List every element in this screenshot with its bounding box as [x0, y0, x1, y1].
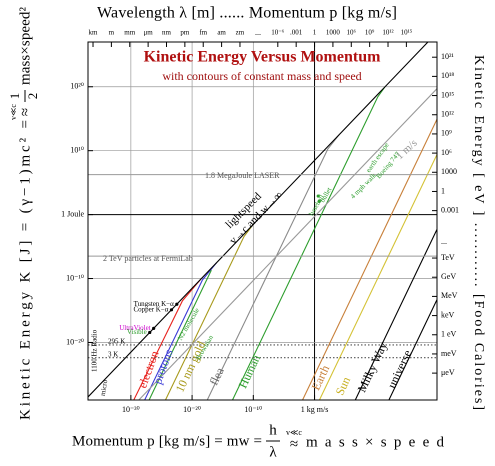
series-line [88, 42, 429, 398]
y2-tick-label: 10¹⁸ [441, 71, 454, 80]
point [148, 330, 152, 335]
y2-tick-label: GeV [441, 272, 456, 281]
x2-tick-label: 10¹⁵ [401, 29, 413, 37]
y2-tick-label: meV [441, 349, 457, 358]
left-label-num: 1 [7, 93, 22, 100]
y2-tick-label: 10⁹ [441, 129, 452, 138]
left-label-cond: v≪c [9, 104, 18, 120]
series-line [232, 86, 386, 400]
y2-tick-label: 10¹² [441, 110, 454, 119]
left-label-den: 2 [25, 93, 40, 100]
x2-tick-label: .001 [290, 29, 303, 37]
series-line [388, 299, 437, 400]
plot-area [88, 42, 437, 400]
y-tick-label: 10¹⁰ [70, 146, 84, 155]
y-tick-label: 1 Joule [61, 209, 84, 218]
x2-tick-label: 1 [313, 29, 317, 37]
x2-tick-label: 10¹² [382, 29, 393, 37]
y2-tick-label: 10²¹ [441, 52, 454, 61]
x-tick-label: 10⁻³⁰ [122, 405, 140, 414]
bottom-label-approx: ≈ [290, 436, 298, 452]
series-line [354, 229, 437, 400]
bottom-label-num: h [269, 422, 277, 438]
series-line [206, 134, 340, 400]
annotation: 1100 Hz Radio [91, 329, 99, 372]
point-label: Tungsten K−α [134, 300, 175, 308]
point-label: UltraViolet [119, 324, 151, 332]
y-tick-label: 10⁻²⁰ [66, 337, 84, 346]
y2-tick-label: 0.001 [441, 205, 459, 214]
point [152, 326, 156, 330]
point [316, 194, 320, 198]
bottom-label-main: Momentum p [kg m/s] = mw = [72, 433, 262, 449]
x-tick-label: 10⁻¹⁰ [244, 405, 262, 414]
annotation: ... [441, 237, 447, 246]
series-line [138, 88, 437, 400]
x-tick-label: 10⁻²⁰ [183, 405, 201, 414]
y2-tick-label: keV [441, 310, 455, 319]
x2-tick-label: km [89, 29, 99, 37]
x2-tick-label: am [217, 29, 226, 37]
y2-tick-label: μeV [441, 368, 455, 377]
series-label: 295 K [108, 338, 125, 346]
series-label: 2 TeV particles at FermiLab [103, 254, 193, 263]
x2-tick-label: 10⁶ [347, 29, 357, 37]
y2-tick-label: 10¹⁵ [441, 90, 454, 99]
top-axis-label: Wavelength λ [m] ...... Momentum p [kg m… [97, 5, 397, 22]
chart-subtitle: with contours of constant mass and speed [162, 69, 361, 83]
x-tick-label: 1 kg m/s [301, 405, 329, 414]
x2-tick-label: zm [236, 29, 245, 37]
y2-tick-label: MeV [441, 291, 458, 300]
y2-tick-label: TeV [441, 253, 455, 262]
series-line [144, 262, 218, 400]
series-line [318, 154, 437, 400]
point [175, 302, 179, 306]
point [317, 199, 321, 204]
left-label-approx: ≈ [17, 108, 33, 116]
point-label: Visible [127, 328, 147, 336]
x2-tick-label: 10⁹ [365, 29, 375, 37]
annotation: micro [99, 379, 110, 397]
bottom-label-den: λ [269, 444, 277, 460]
point-label: Copper K−α [133, 305, 168, 313]
chart-title: Kinetic Energy Versus Momentum [144, 49, 382, 66]
x2-tick-label: 1000 [326, 29, 341, 37]
y-tick-label: 10²⁰ [70, 82, 84, 91]
x2-tick-label: fm [199, 29, 207, 37]
y2-tick-label: 1 eV [441, 330, 457, 339]
series-label: 3 K [108, 351, 118, 359]
y2-tick-label: 1 [441, 186, 445, 195]
series-line [133, 278, 202, 400]
y-tick-label: 10⁻¹⁰ [66, 273, 84, 282]
x2-tick-label: mm [124, 29, 135, 37]
x2-tick-label: m [109, 29, 115, 37]
bottom-label-cond: v≪c [286, 428, 302, 437]
series-label: 1.8 MegaJoule LASER [205, 171, 280, 180]
y2-tick-label: 10⁶ [441, 148, 452, 157]
annotation: ... [255, 28, 261, 37]
point [169, 308, 174, 312]
y2-tick-label: 1000 [441, 167, 457, 176]
x2-tick-label: 10⁻⁶ [271, 29, 285, 37]
x2-tick-label: pm [180, 29, 190, 37]
left-label-rest: mass×speed² [17, 7, 33, 86]
x2-tick-label: nm [162, 29, 172, 37]
plot-frame [87, 41, 438, 401]
series-line [302, 118, 437, 400]
x2-tick-label: μm [144, 29, 154, 37]
